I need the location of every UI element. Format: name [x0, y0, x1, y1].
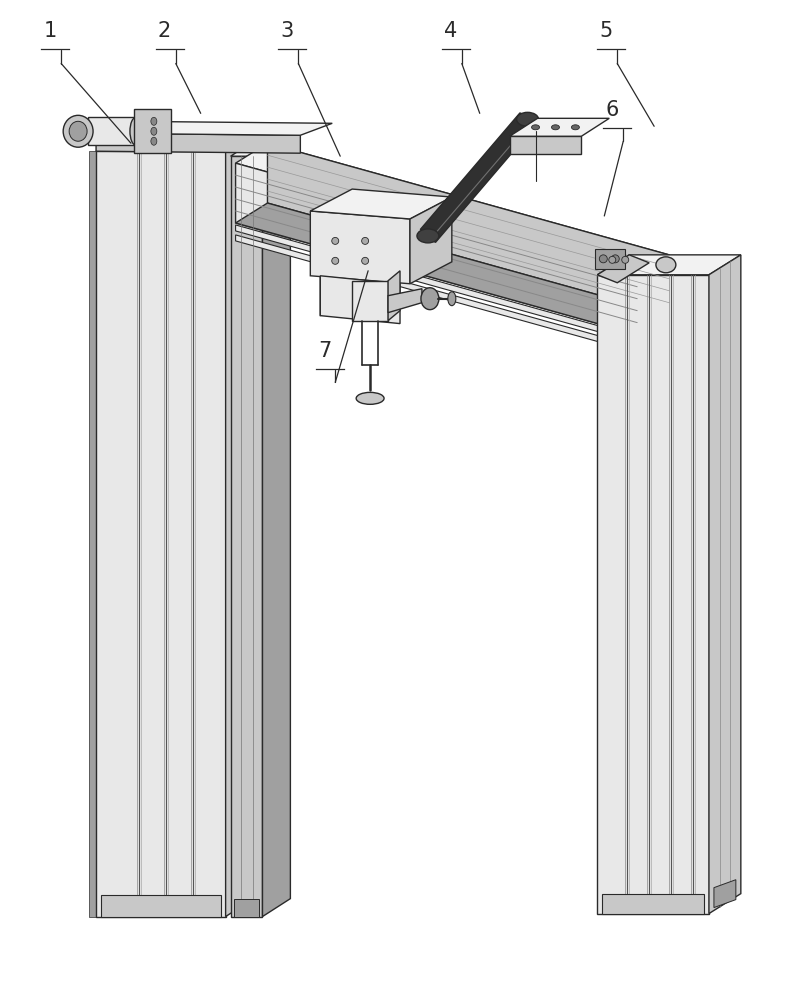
Polygon shape — [352, 281, 388, 321]
Polygon shape — [89, 151, 99, 917]
Ellipse shape — [516, 112, 539, 126]
Ellipse shape — [552, 125, 559, 130]
Polygon shape — [236, 235, 638, 353]
Text: 4: 4 — [444, 21, 457, 41]
Polygon shape — [234, 899, 259, 917]
Polygon shape — [602, 894, 704, 914]
Polygon shape — [597, 255, 741, 275]
Ellipse shape — [608, 256, 616, 263]
Ellipse shape — [63, 115, 93, 147]
Text: 7: 7 — [318, 341, 331, 361]
Polygon shape — [320, 276, 400, 324]
Ellipse shape — [151, 127, 157, 135]
Polygon shape — [96, 133, 254, 151]
Polygon shape — [267, 143, 669, 315]
Ellipse shape — [362, 237, 368, 244]
Polygon shape — [96, 121, 332, 135]
Polygon shape — [597, 255, 649, 283]
Polygon shape — [420, 113, 535, 242]
Ellipse shape — [362, 257, 368, 264]
Polygon shape — [410, 197, 452, 284]
Polygon shape — [236, 203, 669, 335]
Polygon shape — [88, 117, 136, 145]
Ellipse shape — [621, 256, 629, 263]
Ellipse shape — [332, 257, 339, 264]
Ellipse shape — [151, 137, 157, 145]
Polygon shape — [709, 255, 741, 914]
Polygon shape — [595, 249, 625, 269]
Text: 3: 3 — [280, 21, 293, 41]
Polygon shape — [310, 211, 410, 284]
Ellipse shape — [130, 117, 142, 145]
Polygon shape — [236, 143, 669, 275]
Polygon shape — [96, 151, 225, 917]
Ellipse shape — [151, 117, 157, 125]
Polygon shape — [597, 275, 709, 914]
Polygon shape — [101, 895, 221, 917]
Text: 5: 5 — [600, 21, 612, 41]
Polygon shape — [225, 133, 254, 917]
Polygon shape — [320, 254, 362, 316]
Ellipse shape — [332, 237, 339, 244]
Polygon shape — [310, 189, 452, 219]
Polygon shape — [388, 271, 400, 321]
Text: 2: 2 — [158, 21, 171, 41]
Polygon shape — [96, 133, 301, 153]
Ellipse shape — [448, 292, 456, 306]
Polygon shape — [263, 138, 290, 917]
Ellipse shape — [571, 125, 579, 130]
Polygon shape — [510, 136, 582, 154]
Polygon shape — [510, 118, 609, 136]
Polygon shape — [388, 289, 422, 313]
Ellipse shape — [421, 288, 439, 310]
Ellipse shape — [69, 121, 87, 141]
Ellipse shape — [600, 255, 608, 263]
Ellipse shape — [417, 229, 439, 243]
Polygon shape — [230, 138, 290, 156]
Text: 1: 1 — [44, 21, 57, 41]
Ellipse shape — [356, 392, 384, 404]
Ellipse shape — [612, 255, 619, 263]
Polygon shape — [134, 109, 170, 153]
Polygon shape — [230, 156, 263, 917]
Text: 6: 6 — [605, 100, 619, 120]
Ellipse shape — [532, 125, 540, 130]
Ellipse shape — [656, 257, 675, 273]
Polygon shape — [714, 880, 736, 908]
Polygon shape — [236, 163, 638, 335]
Polygon shape — [236, 225, 638, 343]
